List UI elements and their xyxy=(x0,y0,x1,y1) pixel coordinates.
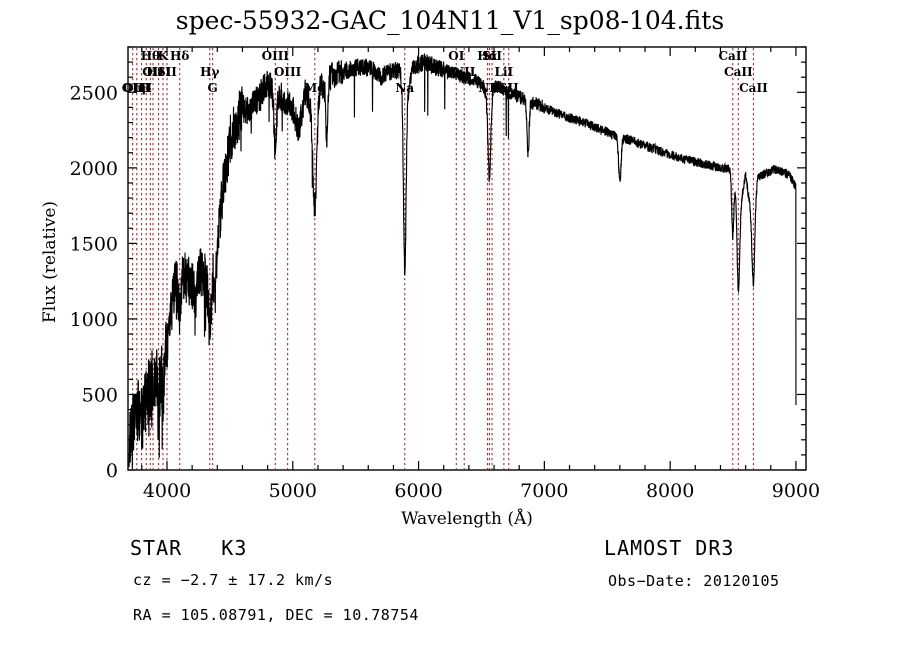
plot-frame-group xyxy=(127,46,807,471)
line-label-Na: Na xyxy=(395,81,414,95)
y-axis-label: Flux (relative) xyxy=(40,201,60,323)
survey-label: LAMOST DR3 xyxy=(604,536,735,560)
line-label-SII: SII xyxy=(157,65,177,79)
x-tick-label: 6000 xyxy=(394,480,442,502)
x-tick-label: 5000 xyxy=(269,480,317,502)
spectrum-trace xyxy=(128,53,797,469)
line-label-CaII: CaII xyxy=(719,49,748,63)
coordinates-value: RA = 105.08791, DEC = 10.78754 xyxy=(133,606,419,624)
line-label-HeI: HeI xyxy=(146,65,171,79)
object-type-label: STAR K3 xyxy=(130,536,248,560)
x-axis-label: Wavelength (Å) xyxy=(401,508,533,529)
line-label-H: Hγ xyxy=(200,65,219,79)
obs-date-value: Obs−Date: 20120105 xyxy=(608,572,780,590)
line-label-NII: NII xyxy=(453,65,476,79)
line-label-K: K xyxy=(158,49,169,63)
spectrum-trace-group xyxy=(128,53,797,469)
line-marker-group xyxy=(132,48,754,469)
y-tick-label: 0 xyxy=(106,460,118,482)
line-label-LiI: LiI xyxy=(495,65,514,79)
spectral-class-label: K3 xyxy=(221,536,248,560)
line-label-H: Hθ xyxy=(141,49,160,63)
line-label-OI: OI xyxy=(448,49,464,63)
line-label-NII: NII xyxy=(478,81,501,95)
line-label-CaII: CaII xyxy=(724,65,753,79)
x-tick-label: 8000 xyxy=(646,480,694,502)
page-title: spec-55932-GAC_104N11_V1_sp08-104.fits xyxy=(175,6,725,35)
tick-label-group: 4000 5000 6000 7000 8000 9000 0 500 1000 1500 2000… xyxy=(70,82,820,502)
line-label-: η xyxy=(137,81,146,95)
y-tick-label: 1500 xyxy=(70,233,118,255)
y-tick-label: 2000 xyxy=(70,158,118,180)
line-label-OIII: OIII xyxy=(123,81,151,95)
line-label-CaII: CaII xyxy=(739,81,768,95)
line-label-OII: OII xyxy=(142,65,164,79)
x-tick-label: 4000 xyxy=(143,480,191,502)
line-label-H: Hδ xyxy=(170,49,189,63)
x-tick-label: 7000 xyxy=(520,480,568,502)
line-label-Mg: Mg xyxy=(304,81,326,95)
line-label-SII: SII xyxy=(482,49,502,63)
line-label-G: G xyxy=(208,81,218,95)
line-label-H: Hα xyxy=(477,49,498,63)
line-label-OII: OII xyxy=(122,81,144,95)
line-label-OIII: OIII xyxy=(262,49,290,63)
y-tick-label: 500 xyxy=(82,384,118,406)
x-tick-label: 9000 xyxy=(772,480,820,502)
cz-value: cz = −2.7 ± 17.2 km/s xyxy=(133,571,334,589)
line-label-H: H xyxy=(141,81,152,95)
line-label-SII: SII xyxy=(499,81,519,95)
y-tick-label: 1000 xyxy=(70,309,118,331)
plot-frame xyxy=(127,46,807,471)
line-label-OIII: OIII xyxy=(274,65,302,79)
y-tick-label: 2500 xyxy=(70,82,118,104)
